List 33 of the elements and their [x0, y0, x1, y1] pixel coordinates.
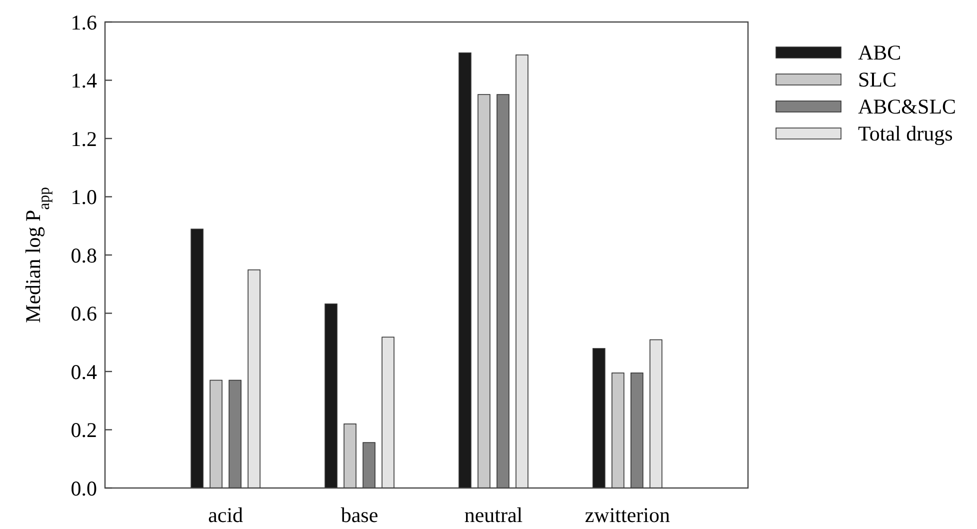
y-tick-label: 0.4: [70, 360, 98, 384]
legend-label: SLC: [858, 67, 897, 92]
x-tick-label: neutral: [464, 503, 523, 527]
legend-label: ABC&SLC: [858, 94, 956, 118]
y-tick-label: 0.2: [70, 418, 97, 442]
bar: [362, 442, 376, 488]
bar: [630, 372, 644, 488]
bar: [496, 94, 510, 488]
bar: [612, 372, 624, 488]
y-tick-label: 1.0: [70, 185, 97, 210]
y-tick-label: 0.6: [70, 302, 97, 326]
bar: [592, 348, 606, 488]
y-tick-label: 0.8: [70, 243, 97, 268]
legend-label: ABC: [858, 40, 902, 64]
bar: [324, 304, 338, 488]
bar: [458, 52, 472, 488]
bar: [344, 424, 356, 488]
bar: [190, 228, 204, 488]
bar: [650, 339, 662, 488]
bar: [382, 336, 394, 488]
y-tick-label: 1.2: [70, 126, 97, 151]
bar: [516, 54, 528, 488]
bar: [228, 380, 242, 488]
x-tick-label: zwitterion: [584, 503, 671, 527]
bar: [478, 94, 490, 488]
x-tick-label: acid: [208, 503, 244, 527]
y-tick-label: 1.4: [70, 68, 98, 93]
bar: [210, 380, 222, 488]
bar: [248, 269, 260, 488]
x-tick-label: base: [340, 503, 378, 527]
legend-label: Total drugs: [858, 121, 953, 146]
y-tick-label: 0.0: [70, 476, 97, 500]
y-tick-label: 1.6: [70, 10, 97, 34]
